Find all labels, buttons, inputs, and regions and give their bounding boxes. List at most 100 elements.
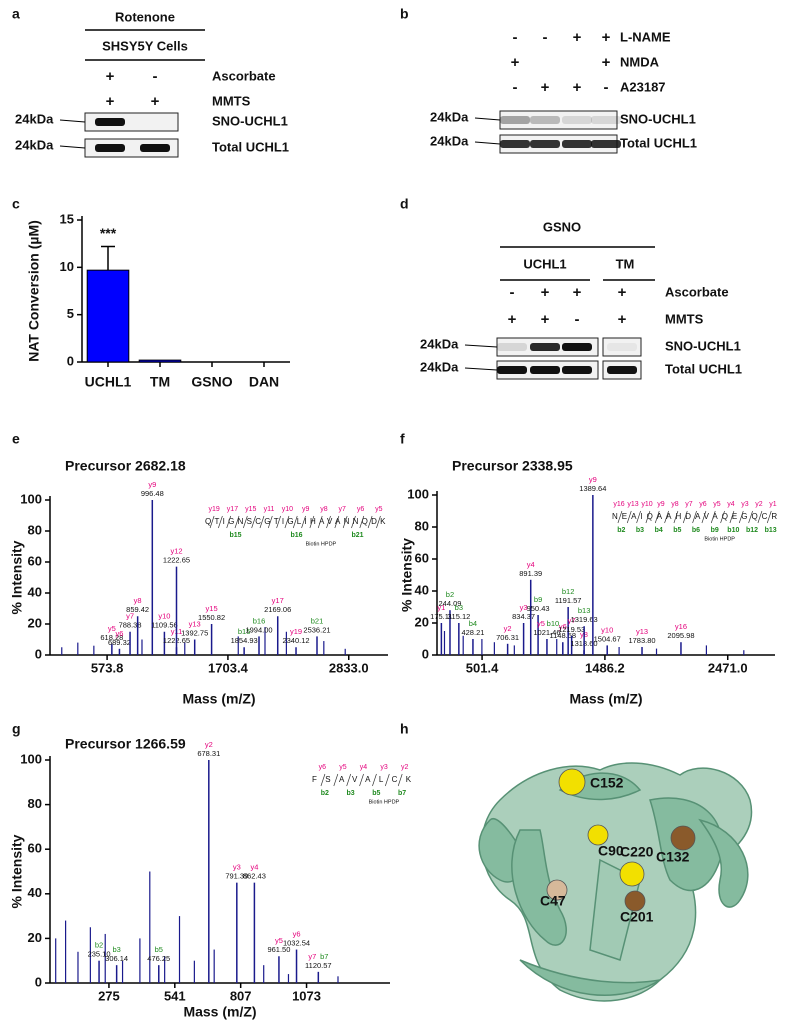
y-tick-label: 10 [60, 259, 74, 274]
x-tick-label: GSNO [191, 374, 232, 390]
peak-mass: 315.12 [447, 612, 470, 621]
fragment-tick [346, 773, 352, 787]
x-tick-label: 2471.0 [708, 660, 748, 675]
fragment-tick [654, 510, 660, 524]
x-axis-label: Mass (m/Z) [183, 1004, 256, 1020]
b-ion-label: b3 [636, 527, 644, 534]
residue-sphere [546, 879, 568, 901]
y-ion-label: y8 [320, 506, 328, 513]
fragment-tick [367, 515, 373, 529]
peak-mass: 175.11 [430, 612, 452, 621]
condition-sign: - [153, 68, 158, 85]
condition-sign: + [151, 93, 160, 110]
y-tick-label: 20 [28, 930, 42, 945]
peak-mass: 1504.67 [594, 634, 621, 643]
fragment-tick [766, 510, 772, 524]
y-tick-label: 0 [35, 974, 42, 989]
fragment-tick [682, 510, 688, 524]
residue-sphere [624, 890, 646, 912]
fragment-tick [701, 510, 707, 524]
fragment-tick [243, 515, 248, 529]
b-ion-label: b16 [290, 532, 302, 539]
marker-label: 24kDa [420, 336, 459, 351]
peak-ion: y2 [504, 624, 512, 633]
marker-line [474, 117, 501, 121]
peak-mass: 859.42 [126, 605, 149, 614]
x-tick-label: 1486.2 [585, 660, 625, 675]
fragment-tick [218, 515, 223, 529]
residue-label: C201 [620, 909, 654, 925]
condition-sign: + [541, 79, 550, 96]
y-ion-label: y3 [380, 764, 388, 771]
peak-ion: y12 [170, 547, 182, 556]
condition-name: Ascorbate [212, 68, 276, 83]
condition-sign: + [511, 54, 520, 71]
peak-ion: y10 [601, 625, 613, 634]
peak-ion: y6 [115, 629, 123, 638]
peak-mass: 235.10 [88, 950, 111, 959]
residue-label: C152 [590, 775, 624, 791]
b-ion-label: b6 [692, 527, 700, 534]
x-tick-label: DAN [249, 374, 279, 390]
peak-ion: b3 [112, 945, 120, 954]
peak-ion: y16 [675, 622, 687, 631]
peak-mass: 689.32 [108, 638, 131, 647]
x-tick-label: 1073 [292, 988, 321, 1003]
fragment-tick [617, 510, 623, 524]
condition-sign: - [513, 29, 518, 46]
y-axis-label: % Intensity [399, 538, 415, 612]
marker-label: 24kDa [15, 111, 54, 126]
b-ion-label: b2 [321, 790, 329, 797]
blot-band [530, 116, 560, 124]
significance: *** [100, 225, 117, 241]
y-ion-label: y4 [360, 764, 368, 771]
residue-sphere [558, 768, 586, 796]
y-ion-label: y7 [685, 501, 693, 508]
b-ion-label: b15 [229, 532, 241, 539]
b-ion-label: b2 [617, 527, 625, 534]
fragment-tick [292, 515, 298, 529]
blot-group: TM [616, 256, 635, 271]
peak-ion: b9 [534, 595, 542, 604]
blot-name: Total UCHL1 [212, 139, 289, 154]
peak-mass: 678.31 [197, 749, 220, 758]
y-tick-label: 80 [28, 522, 42, 537]
fragment-tick [645, 510, 651, 524]
y-ion-label: y10 [282, 506, 293, 513]
peak-mass: 2536.21 [303, 625, 330, 634]
fragment-tick [636, 510, 641, 524]
peak-ion: y1 [437, 603, 445, 612]
y-tick-label: 60 [28, 553, 42, 568]
spectrum-title: Precursor 2682.18 [65, 458, 186, 474]
y-ion-label: y9 [657, 501, 665, 508]
fragment-tick [673, 510, 679, 524]
peak-ion: y2 [205, 740, 213, 749]
b-ion-label: b12 [746, 527, 758, 534]
peak-ion: y19 [290, 627, 302, 636]
peak-mass: 476.25 [147, 954, 170, 963]
blot-band [95, 144, 125, 152]
condition-sign: - [575, 311, 580, 328]
y-ion-label: y11 [264, 506, 275, 513]
spectrum-title: Precursor 2338.95 [452, 458, 573, 474]
blot-band [500, 140, 530, 148]
peak-mass: 1392.75 [181, 628, 208, 637]
y-ion-label: y16 [613, 501, 624, 508]
peak-mass: 1550.82 [198, 613, 225, 622]
peak-mass: 2340.12 [282, 636, 309, 645]
peak-ion: b3 [455, 603, 463, 612]
y-ion-label: y15 [245, 506, 256, 513]
y-ion-label: y9 [302, 506, 310, 513]
fragment-tick [320, 773, 326, 787]
y-tick-label: 0 [67, 353, 74, 368]
residue-sphere [670, 825, 696, 851]
y-axis-label: NAT Conversion (µM) [26, 220, 42, 362]
fragment-tick [748, 510, 753, 524]
x-axis-label: Mass (m/Z) [182, 691, 255, 707]
y-ion-label: y3 [741, 501, 749, 508]
panel-letter: a [12, 6, 20, 22]
fragment-tick [259, 515, 265, 529]
condition-sign: + [618, 284, 627, 301]
condition-name: NMDA [620, 54, 660, 69]
condition-name: Ascorbate [665, 284, 729, 299]
